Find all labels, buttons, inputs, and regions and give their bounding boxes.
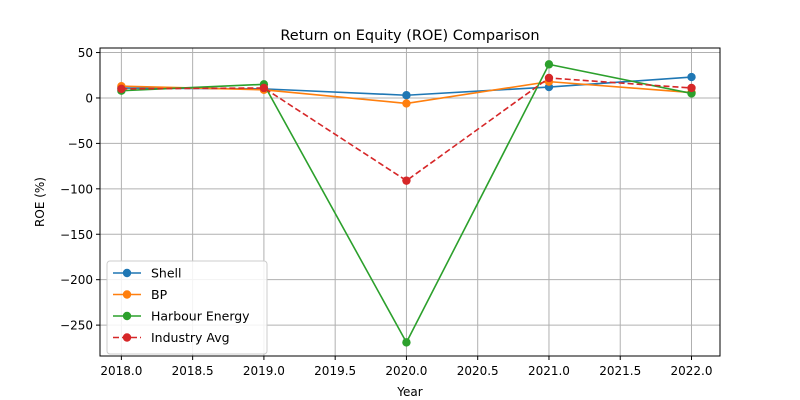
series-industry-avg	[117, 73, 696, 185]
data-point-shell	[687, 72, 696, 82]
data-point-industry-avg	[259, 83, 269, 93]
data-point-harbour-energy	[402, 338, 411, 347]
x-tick-label: 2020.5	[457, 364, 499, 378]
x-tick-label: 2019.0	[243, 364, 285, 378]
data-point-harbour-energy	[544, 60, 554, 69]
data-point-industry-avg	[544, 73, 554, 83]
y-tick-label: −200	[60, 273, 93, 287]
y-tick-label: −150	[60, 228, 93, 242]
x-tick-label: 2018.0	[100, 364, 142, 378]
data-point-industry-avg	[117, 84, 126, 94]
legend-label-harbour-energy: Harbour Energy	[151, 309, 250, 324]
data-point-bp	[402, 99, 411, 108]
legend-marker-shell	[122, 268, 132, 278]
data-point-industry-avg	[402, 176, 411, 185]
plot-frame	[99, 47, 721, 357]
series-line-industry-avg	[121, 77, 692, 182]
x-tick-label: 2022.0	[670, 364, 712, 378]
legend: Shell BP Harbour Energy Industry Avg	[106, 260, 268, 355]
y-tick-label: −50	[68, 137, 93, 151]
x-axis-ticks: 2018.0 2018.5 2019.0 2019.5 2020.0 2020.5 2021…	[100, 356, 712, 378]
legend-box	[106, 260, 268, 355]
x-tick-label: 2019.5	[314, 364, 356, 378]
x-axis-label: Year	[396, 385, 422, 399]
data-point-industry-avg	[687, 83, 696, 93]
legend-marker-industry-avg	[122, 333, 132, 342]
y-axis-ticks: 50 0 −50 −100 −150 −200 −250	[60, 46, 100, 333]
y-tick-label: −250	[60, 319, 93, 333]
x-tick-label: 2021.5	[599, 364, 641, 378]
y-tick-label: −100	[60, 182, 93, 196]
legend-label-industry-avg: Industry Avg	[151, 330, 230, 345]
legend-label-bp: BP	[151, 287, 168, 302]
x-tick-label: 2020.0	[385, 364, 427, 378]
y-tick-label: 50	[78, 46, 93, 60]
y-tick-label: 0	[85, 91, 93, 105]
legend-marker-harbour-energy	[122, 311, 132, 321]
legend-marker-bp	[122, 290, 132, 299]
legend-label-shell: Shell	[151, 266, 182, 281]
x-tick-label: 2021.0	[528, 364, 570, 378]
chart-title: Return on Equity (ROE) Comparison	[280, 28, 539, 44]
y-axis-label: ROE (%)	[33, 177, 47, 227]
series-layer	[117, 60, 696, 347]
grid-lines	[100, 48, 720, 356]
x-tick-label: 2018.5	[172, 364, 214, 378]
data-point-shell	[402, 91, 411, 100]
